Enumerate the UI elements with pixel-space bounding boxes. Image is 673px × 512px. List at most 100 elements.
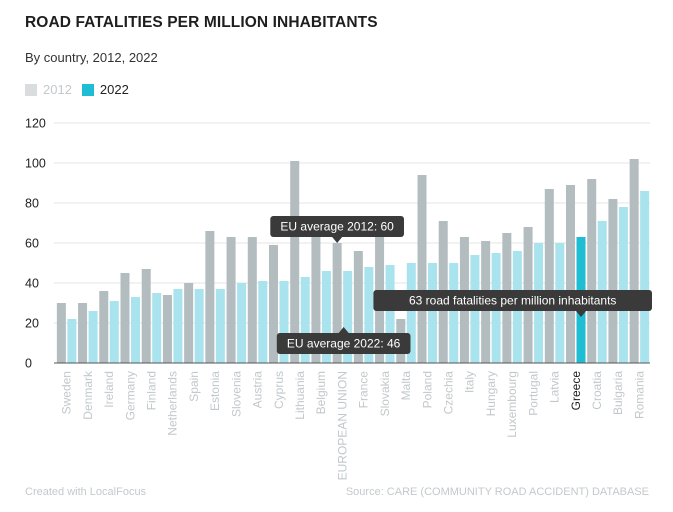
y-tick-label: 0 bbox=[25, 357, 32, 371]
annotation-greece-pointer bbox=[576, 311, 586, 317]
x-tick-label: Poland bbox=[420, 371, 434, 408]
bar-2022[interactable] bbox=[428, 263, 437, 363]
bar-2012[interactable] bbox=[247, 237, 257, 363]
bar-2012[interactable] bbox=[311, 225, 321, 363]
bar-2022[interactable] bbox=[279, 281, 289, 363]
bar-2022[interactable] bbox=[67, 319, 77, 363]
annotation-eu-2012-box bbox=[270, 216, 404, 237]
x-tick-label: Malta bbox=[399, 371, 413, 401]
x-tick-label: Greece bbox=[569, 371, 583, 411]
x-tick-label: Czechia bbox=[441, 371, 455, 415]
x-tick-label: Croatia bbox=[590, 371, 604, 410]
x-tick-label: Belgium bbox=[314, 371, 328, 414]
bar-2012[interactable] bbox=[226, 237, 236, 363]
bar-2012[interactable] bbox=[120, 273, 130, 363]
bar-2012[interactable] bbox=[353, 251, 363, 363]
bar-2012[interactable] bbox=[205, 231, 215, 363]
x-tick-label: Austria bbox=[251, 371, 265, 409]
bar-2012[interactable] bbox=[184, 283, 194, 363]
annotation-eu-2022-box bbox=[276, 333, 411, 354]
x-tick-label: Latvia bbox=[548, 371, 562, 403]
bar-2022[interactable] bbox=[173, 289, 183, 363]
annotation-eu-2022-pointer bbox=[338, 327, 349, 333]
bar-2012[interactable] bbox=[566, 185, 575, 363]
x-tick-label: Bulgaria bbox=[611, 371, 625, 415]
bar-2022[interactable] bbox=[258, 281, 268, 363]
annotation-eu-2012-text: EU average 2012: 60 bbox=[280, 220, 394, 234]
x-tick-label: Romania bbox=[632, 371, 646, 419]
y-tick-label: 40 bbox=[25, 277, 39, 291]
bar-2012[interactable] bbox=[269, 245, 278, 363]
bar-2012[interactable] bbox=[162, 295, 172, 363]
x-tick-label: Denmark bbox=[81, 370, 95, 420]
bar-2022[interactable] bbox=[618, 207, 628, 363]
x-tick-label: Estonia bbox=[208, 371, 222, 411]
annotation-greece-box bbox=[373, 290, 652, 311]
x-tick-label: Sweden bbox=[60, 371, 74, 414]
bar-2012[interactable] bbox=[56, 303, 66, 363]
x-tick-label: Slovakia bbox=[378, 371, 392, 417]
bar-2022[interactable] bbox=[321, 271, 331, 363]
x-tick-label: Hungary bbox=[484, 371, 498, 416]
x-tick-label: Lithuania bbox=[293, 371, 307, 420]
bar-2012[interactable] bbox=[587, 179, 597, 363]
annotation-eu-2012: EU average 2012: 60 bbox=[270, 216, 404, 243]
bar-2022[interactable] bbox=[131, 297, 140, 363]
legend-item-2022[interactable]: 2022 bbox=[81, 82, 129, 97]
bar-2022[interactable] bbox=[237, 283, 247, 363]
legend-label-2022: 2022 bbox=[99, 82, 129, 97]
bar-2012[interactable] bbox=[417, 175, 427, 363]
bar-2022[interactable] bbox=[215, 289, 225, 363]
x-tick-label: Finland bbox=[144, 371, 158, 410]
bar-2022[interactable] bbox=[194, 289, 204, 363]
bar-2022[interactable] bbox=[343, 271, 353, 363]
y-tick-label: 100 bbox=[25, 157, 46, 171]
annotation-greece-text: 63 road fatalities per million inhabitan… bbox=[409, 294, 616, 308]
legend-swatch-2022 bbox=[81, 83, 94, 96]
x-tick-label: Germany bbox=[123, 371, 137, 420]
bar-2022[interactable] bbox=[449, 263, 459, 363]
annotation-greece: 63 road fatalities per million inhabitan… bbox=[373, 290, 652, 317]
bar-2022[interactable] bbox=[640, 191, 650, 363]
bar-2022[interactable] bbox=[109, 301, 119, 363]
bar-2012[interactable] bbox=[290, 161, 300, 363]
x-tick-label: Portugal bbox=[526, 371, 540, 416]
x-tick-label: Cyprus bbox=[272, 371, 286, 409]
chart-title: ROAD FATALITIES PER MILLION INHABITANTS bbox=[25, 14, 378, 31]
x-tick-label: Slovenia bbox=[229, 371, 243, 417]
legend: 2012 2022 bbox=[25, 82, 139, 97]
chart-subtitle: By country, 2012, 2022 bbox=[25, 50, 158, 65]
x-tick-label: Luxembourg bbox=[505, 371, 519, 438]
annotation-eu-2022: EU average 2022: 46 bbox=[276, 327, 411, 354]
legend-label-2012: 2012 bbox=[43, 82, 72, 97]
bar-2022[interactable] bbox=[406, 263, 416, 363]
bar-2012[interactable] bbox=[99, 291, 109, 363]
legend-swatch-2012 bbox=[25, 83, 37, 96]
x-tick-label: Spain bbox=[187, 371, 201, 402]
bar-2012[interactable] bbox=[332, 243, 342, 363]
bar-2012[interactable] bbox=[78, 303, 88, 363]
y-tick-label: 60 bbox=[25, 237, 39, 251]
bar-2022[interactable] bbox=[300, 277, 310, 363]
x-tick-label: France bbox=[357, 371, 371, 409]
bar-2022[interactable] bbox=[152, 293, 162, 363]
bar-2012[interactable] bbox=[608, 199, 618, 363]
bar-2022[interactable] bbox=[364, 267, 374, 363]
bar-2012[interactable] bbox=[629, 159, 639, 363]
bar-2012[interactable] bbox=[544, 189, 554, 363]
x-tick-label: Ireland bbox=[102, 371, 116, 408]
annotation-eu-2022-text: EU average 2022: 46 bbox=[287, 337, 401, 351]
bar-chart: 0 20 40 60 80 100 120 Sweden Denmark Ireland Germa… bbox=[25, 117, 652, 480]
y-tick-label: 80 bbox=[25, 197, 39, 211]
bar-2012[interactable] bbox=[141, 269, 151, 363]
legend-item-2012[interactable]: 2012 bbox=[25, 82, 72, 97]
bar-2022[interactable] bbox=[385, 265, 395, 363]
footer-source: Source: CARE (COMMUNITY ROAD ACCIDENT) D… bbox=[345, 486, 649, 498]
annotation-eu-2012-pointer bbox=[332, 237, 343, 243]
bar-2022[interactable] bbox=[88, 311, 98, 363]
x-tick-label: EUROPEAN UNION bbox=[335, 371, 349, 480]
y-tick-label: 120 bbox=[25, 117, 46, 131]
x-tick-label: Italy bbox=[463, 371, 477, 393]
y-tick-label: 20 bbox=[25, 317, 39, 331]
footer-credit: Created with LocalFocus bbox=[25, 486, 147, 498]
